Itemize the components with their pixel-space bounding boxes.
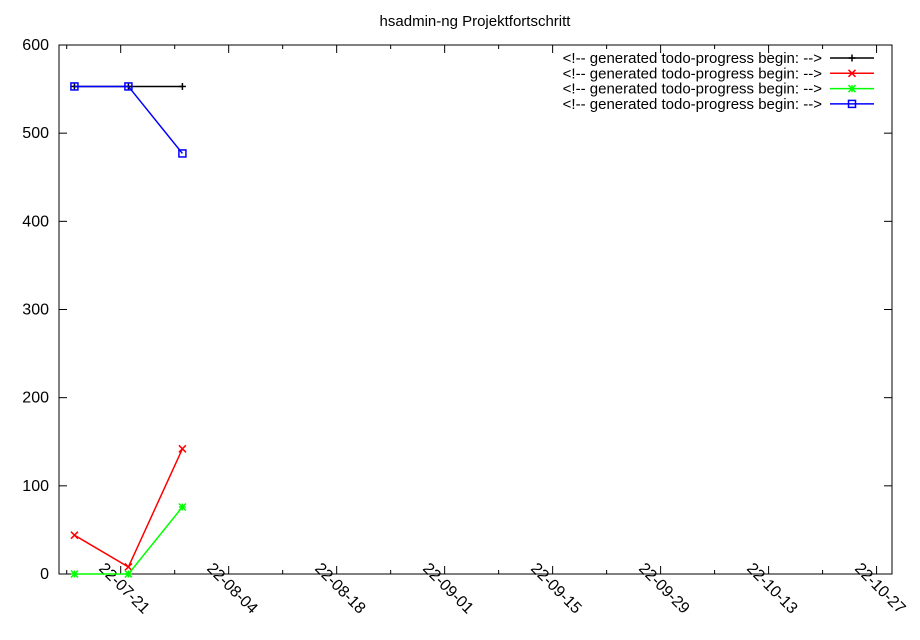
plot-frame xyxy=(58,44,893,575)
marker-stroke xyxy=(70,82,79,91)
legend-item-1: <!-- generated todo-progress begin: --> xyxy=(563,50,874,67)
marker-stroke xyxy=(124,82,133,91)
series-layer xyxy=(70,82,187,579)
data-point xyxy=(178,502,187,512)
marker-stroke xyxy=(178,149,187,158)
x-tick-label: 22-10-13 xyxy=(743,560,800,617)
y-tick-label: 600 xyxy=(22,37,49,54)
legend: <!-- generated todo-progress begin: --><… xyxy=(563,50,874,113)
data-point xyxy=(178,444,187,453)
x-tick-label: 22-08-04 xyxy=(203,560,260,617)
series-2 xyxy=(70,444,187,571)
marker-stroke xyxy=(847,84,857,93)
data-point xyxy=(124,569,133,579)
data-point xyxy=(178,82,186,90)
y-tick-label: 300 xyxy=(22,302,49,319)
legend-label: <!-- generated todo-progress begin: --> xyxy=(563,65,823,82)
series-line xyxy=(74,85,183,154)
y-tick-label: 100 xyxy=(22,478,49,495)
marker-stroke xyxy=(178,502,187,512)
series-line xyxy=(74,506,183,575)
marker-stroke xyxy=(178,444,187,453)
legend-label: <!-- generated todo-progress begin: --> xyxy=(563,50,823,67)
series-3 xyxy=(70,502,187,579)
y-tick-label: 500 xyxy=(22,125,49,142)
axes: 0 100 200 300 400 500 600 22-07-21 22-08-04 22-08… xyxy=(22,37,908,618)
y-tick-label: 200 xyxy=(22,390,49,407)
legend-marker xyxy=(848,54,856,62)
data-point xyxy=(70,531,79,540)
y-tick-label: 400 xyxy=(22,213,49,230)
legend-label: <!-- generated todo-progress begin: --> xyxy=(563,96,823,113)
data-point xyxy=(124,82,133,91)
legend-item-3: <!-- generated todo-progress begin: --> xyxy=(563,81,874,98)
legend-marker xyxy=(847,99,857,109)
x-tick-label: 22-10-27 xyxy=(851,560,908,617)
x-tick-label: 22-09-29 xyxy=(635,560,692,617)
data-point xyxy=(70,82,79,91)
marker-stroke xyxy=(847,99,857,109)
x-tick-label: 22-08-18 xyxy=(311,560,368,617)
data-point xyxy=(70,569,79,579)
data-point xyxy=(124,562,133,571)
series-4 xyxy=(70,82,187,158)
legend-item-2: <!-- generated todo-progress begin: --> xyxy=(563,65,874,82)
marker-stroke xyxy=(124,569,133,579)
marker-stroke xyxy=(847,69,857,78)
legend-marker xyxy=(847,84,857,93)
legend-marker xyxy=(847,69,857,78)
marker-stroke xyxy=(70,531,79,540)
x-tick-label: 22-09-15 xyxy=(527,560,584,617)
legend-label: <!-- generated todo-progress begin: --> xyxy=(563,81,823,98)
series-line xyxy=(74,448,184,569)
legend-item-4: <!-- generated todo-progress begin: --> xyxy=(563,96,874,113)
x-tick-label: 22-09-01 xyxy=(419,560,476,617)
marker-stroke xyxy=(124,562,133,571)
x-tick-label: 22-07-21 xyxy=(95,560,152,617)
y-tick-label: 0 xyxy=(40,566,49,583)
chart-title: hsadmin-ng Projektfortschritt xyxy=(380,13,572,30)
data-point xyxy=(178,149,187,158)
marker-stroke xyxy=(70,569,79,579)
